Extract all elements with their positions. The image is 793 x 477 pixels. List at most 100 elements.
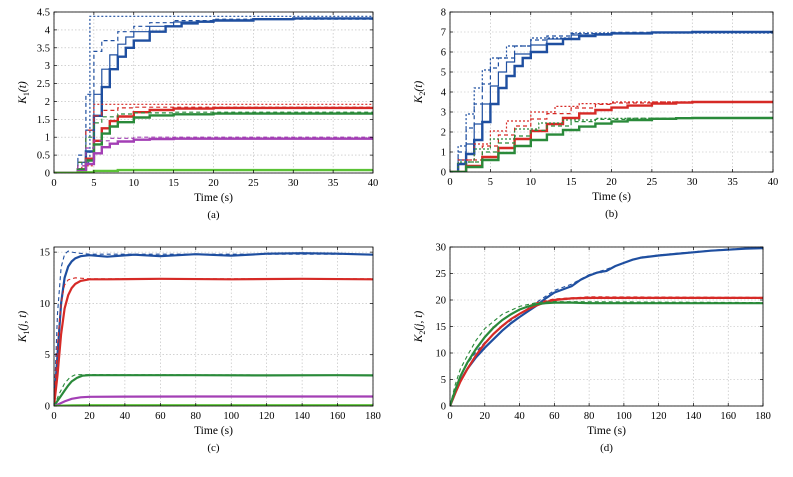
y-tick-label: 1.5 (37, 115, 50, 126)
y-label-tail: (j, t) (413, 311, 425, 331)
series-line-8 (450, 117, 773, 172)
y-label-main: K (413, 333, 425, 343)
y-tick-label: 15 (436, 322, 447, 333)
x-tick-label: 20 (84, 411, 95, 422)
series-group (450, 30, 773, 172)
panel-label: (a) (207, 209, 220, 221)
y-tick-label: 8 (441, 8, 446, 19)
y-tick-label: 0 (45, 169, 50, 180)
y-axis-label: K1(t) (17, 81, 31, 105)
y-axis-label: K1(j, t) (17, 311, 31, 344)
x-tick-label: 80 (191, 411, 202, 422)
x-tick-label: 5 (91, 178, 96, 189)
y-tick-label: 4 (441, 88, 447, 99)
y-tick-label: 25 (436, 269, 447, 280)
x-tick-label: 30 (687, 177, 698, 188)
x-tick-label: 160 (720, 411, 736, 422)
y-axis-label: K2(t) (413, 81, 427, 105)
y-tick-label: 10 (436, 349, 447, 360)
y-tick-label: 0 (45, 402, 50, 413)
y-tick-label: 3 (45, 61, 50, 72)
series-group (450, 247, 763, 406)
series-line-3 (54, 277, 373, 406)
series-group (54, 15, 373, 173)
series-line-8 (54, 111, 373, 173)
x-tick-label: 15 (566, 177, 577, 188)
series-line-6 (54, 103, 373, 173)
y-label-main: K (17, 333, 29, 343)
y-label-tail: (t) (17, 81, 29, 92)
y-tick-label: 5 (441, 68, 446, 79)
y-tick-label: 5 (45, 350, 50, 361)
y-label-sub: 1 (22, 92, 31, 96)
series-line-2 (450, 296, 763, 406)
x-tick-label: 120 (651, 411, 667, 422)
y-tick-label: 20 (436, 296, 447, 307)
x-tick-label: 20 (606, 177, 617, 188)
x-tick-label: 15 (168, 178, 179, 189)
y-tick-label: 4 (45, 25, 51, 36)
y-tick-label: 2 (45, 97, 50, 108)
x-tick-label: 0 (447, 411, 452, 422)
y-tick-label: 1 (45, 133, 50, 144)
y-tick-label: 15 (40, 248, 51, 259)
x-tick-label: 40 (120, 411, 131, 422)
series-line-6 (54, 395, 373, 406)
series-line-1 (450, 31, 773, 172)
series-line-7 (450, 116, 773, 172)
y-label-sub: 2 (418, 92, 427, 96)
panel-label: (c) (207, 442, 220, 454)
x-tick-label: 30 (288, 178, 299, 189)
x-tick-label: 40 (514, 411, 525, 422)
x-tick-label: 60 (549, 411, 560, 422)
y-tick-label: 0 (441, 402, 446, 413)
x-tick-label: 10 (129, 178, 140, 189)
x-tick-label: 0 (51, 178, 56, 189)
x-tick-label: 35 (727, 177, 738, 188)
panel-label: (d) (600, 442, 613, 454)
x-tick-label: 100 (616, 411, 632, 422)
y-tick-label: 2 (441, 128, 446, 139)
y-tick-label: 1 (441, 148, 446, 159)
panel-label: (b) (605, 208, 618, 220)
y-tick-label: 0 (441, 168, 446, 179)
x-tick-label: 100 (223, 411, 239, 422)
x-tick-label: 0 (51, 411, 56, 422)
x-tick-label: 160 (330, 411, 346, 422)
y-tick-label: 2.5 (37, 79, 50, 90)
series-line-1 (54, 250, 373, 406)
y-tick-label: 7 (441, 28, 446, 39)
series-line-4 (450, 301, 763, 406)
series-line-0 (54, 252, 373, 406)
y-tick-label: 30 (436, 243, 447, 254)
y-label-main: K (17, 95, 29, 105)
x-tick-label: 180 (755, 411, 771, 422)
panel-0: 0 5 10 15 20 25 30 35 40 0 0.5 1 1.5 2 2.5 3 3.5 4 4.5 Time… (17, 8, 378, 222)
x-tick-label: 40 (768, 177, 779, 188)
y-tick-label: 0.5 (37, 151, 50, 162)
x-tick-label: 20 (480, 411, 491, 422)
y-label-tail: (j, t) (17, 311, 29, 331)
x-tick-label: 20 (208, 178, 219, 189)
plot-area (54, 247, 373, 406)
series-line-5 (450, 301, 763, 406)
x-axis-label: Time (s) (194, 192, 233, 204)
series-line-5 (450, 101, 773, 172)
y-tick-label: 6 (441, 48, 446, 59)
x-tick-label: 180 (365, 411, 381, 422)
x-tick-label: 10 (526, 177, 537, 188)
y-tick-label: 10 (40, 299, 51, 310)
series-line-9 (54, 137, 373, 173)
x-axis-label: Time (s) (592, 191, 631, 203)
y-tick-label: 4.5 (37, 8, 50, 19)
panel-2: 0 20 40 60 80 100 120 140 160 180 0 5 10 15 Time (s) K1… (17, 246, 381, 454)
series-line-9 (450, 117, 773, 172)
x-axis-label: Time (s) (587, 425, 626, 437)
x-tick-label: 25 (248, 178, 259, 189)
y-label-sub: 1 (22, 331, 31, 335)
x-axis-label: Time (s) (194, 425, 233, 437)
y-label-sub: 2 (418, 331, 427, 335)
x-tick-label: 40 (368, 178, 379, 189)
